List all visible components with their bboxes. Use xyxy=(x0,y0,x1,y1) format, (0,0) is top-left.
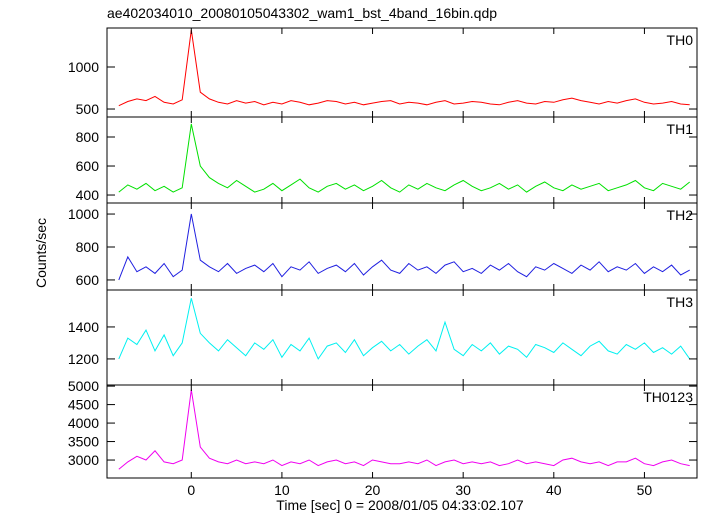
panel-frame xyxy=(106,289,698,386)
y-tick-label: 1000 xyxy=(68,59,99,75)
chart-title: ae402034010_20080105043302_wam1_bst_4ban… xyxy=(107,5,497,21)
y-tick-label: 800 xyxy=(76,129,100,145)
y-tick-label: 600 xyxy=(76,272,100,288)
y-tick-label: 400 xyxy=(76,187,100,203)
light-curve xyxy=(118,123,691,193)
y-tick-label: 1200 xyxy=(68,351,99,367)
x-tick-label: 0 xyxy=(187,482,195,498)
y-tick-label: 5000 xyxy=(68,378,99,394)
y-tick-label: 1400 xyxy=(68,319,99,335)
light-curve xyxy=(118,29,690,107)
y-tick-label: 800 xyxy=(76,239,100,255)
panel-label: TH0123 xyxy=(643,389,693,405)
panel-frame xyxy=(106,384,698,479)
light-curve xyxy=(118,213,690,281)
panel-label: TH3 xyxy=(667,294,694,310)
y-tick-label: 3000 xyxy=(68,452,99,468)
y-tick-label: 1000 xyxy=(68,206,99,222)
panel-label: TH0 xyxy=(667,32,694,48)
y-tick-label: 500 xyxy=(76,101,100,117)
y-tick-label: 600 xyxy=(76,158,100,174)
light-curve xyxy=(118,389,690,470)
x-tick-label: 20 xyxy=(365,482,381,498)
panel-frame xyxy=(106,202,698,291)
x-tick-label: 40 xyxy=(546,482,562,498)
y-tick-label: 3500 xyxy=(68,434,99,450)
y-axis-label: Counts/sec xyxy=(33,218,49,288)
light-curve xyxy=(118,298,691,360)
y-tick-label: 4000 xyxy=(68,415,99,431)
panel-label: TH1 xyxy=(667,121,694,137)
y-tick-label: 4500 xyxy=(68,397,99,413)
x-tick-label: 30 xyxy=(455,482,471,498)
panel-label: TH2 xyxy=(667,207,694,223)
x-tick-label: 10 xyxy=(274,482,290,498)
x-axis-label: Time [sec] 0 = 2008/01/05 04:33:02.107 xyxy=(276,497,524,513)
x-tick-label: 50 xyxy=(637,482,653,498)
